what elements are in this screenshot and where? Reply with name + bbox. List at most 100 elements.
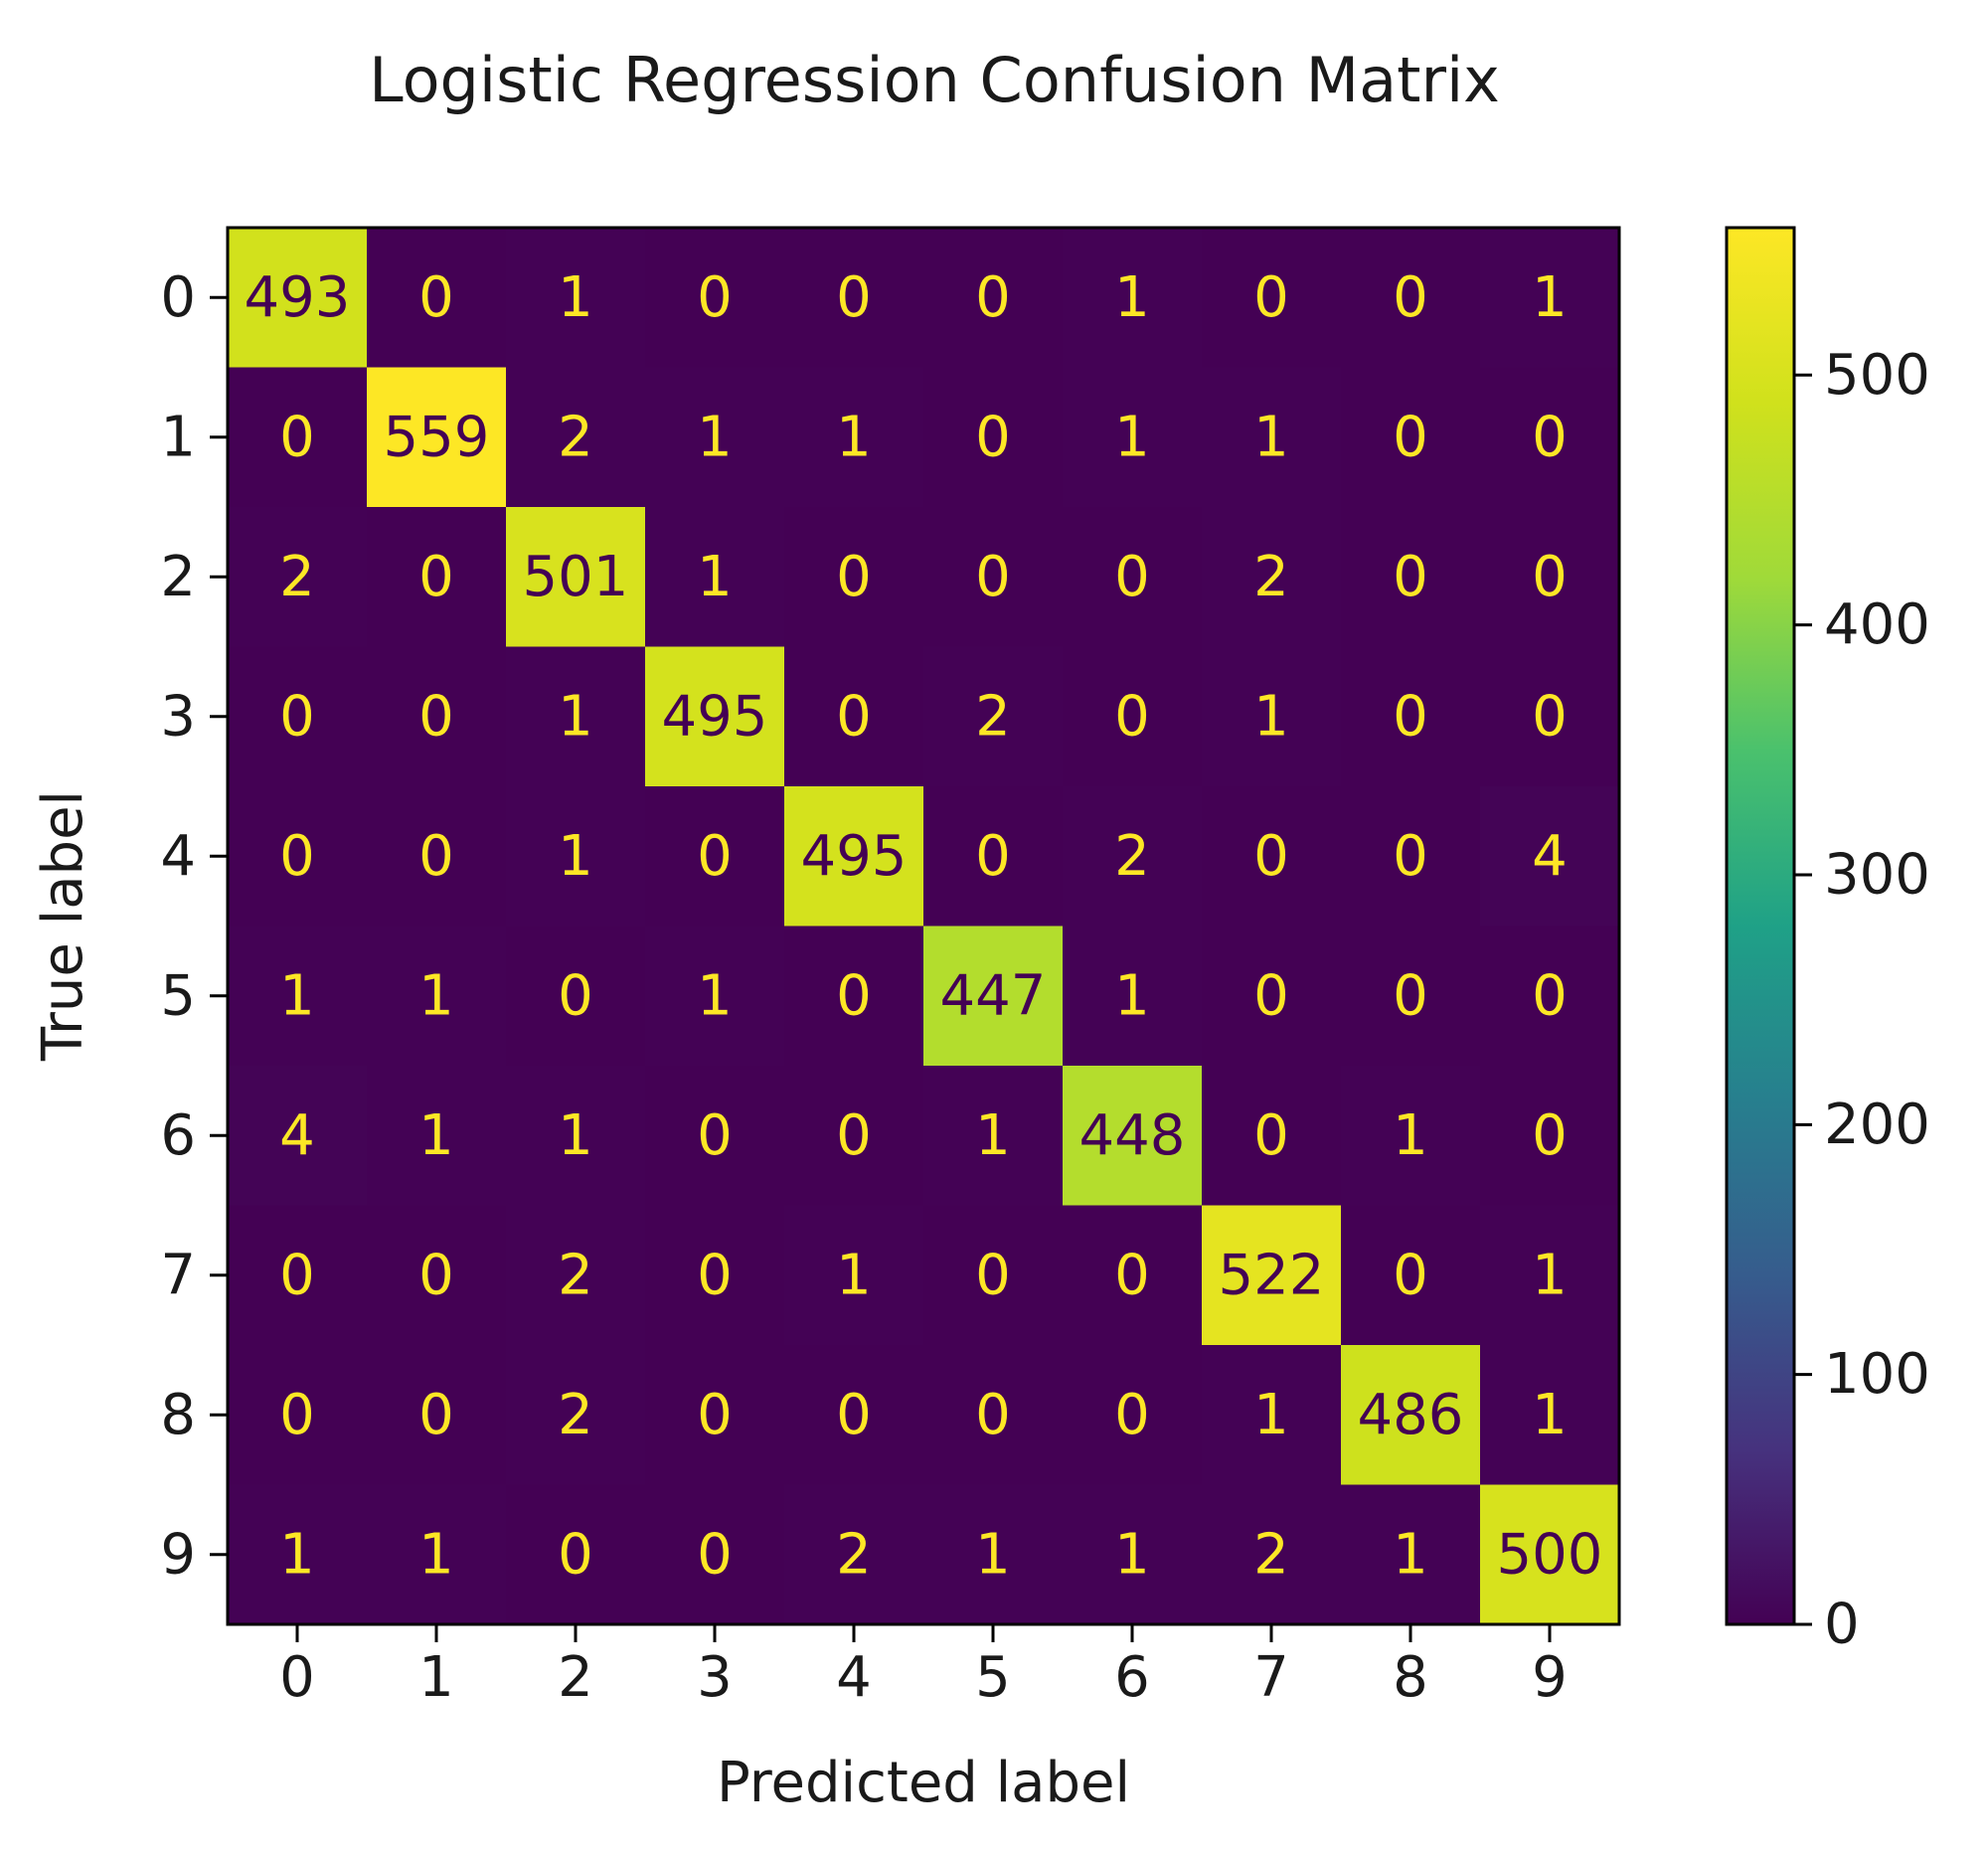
heatmap-cell-r0-c9	[1480, 228, 1620, 369]
heatmap-cell-r7-c8	[1341, 1205, 1481, 1346]
heatmap-cell-r5-c8	[1341, 926, 1481, 1067]
heatmap-cell-r1-c2	[506, 367, 646, 508]
colorbar-axis: 0 100 200 300 400 500	[1794, 343, 1930, 1657]
cell-value-r6-c3: 0	[697, 1103, 733, 1168]
y-tick-label-0: 0	[160, 265, 196, 330]
heatmap-cell-r8-c7	[1202, 1345, 1342, 1486]
cell-value-r7-c3: 0	[697, 1243, 733, 1307]
heatmap-cell-r8-c3	[645, 1345, 785, 1486]
y-axis: 0 1 2 3 4 5 6 7 8 9	[160, 265, 228, 1587]
colorbar-tick-label-1: 100	[1824, 1342, 1930, 1407]
heatmap-cell-r5-c7	[1202, 926, 1342, 1067]
heatmap-cell-r4-c5	[923, 786, 1064, 927]
cell-value-r7-c1: 0	[418, 1243, 454, 1307]
cell-value-r3-c0: 0	[279, 684, 315, 749]
heatmap-cell-r6-c9	[1480, 1066, 1620, 1207]
y-tick-label-5: 5	[160, 963, 196, 1028]
heatmap-cell-r9-c7	[1202, 1484, 1342, 1625]
heatmap-cell-r2-c0	[228, 507, 368, 648]
heatmap-cell-r0-c6	[1063, 228, 1203, 369]
cell-value-r7-c4: 1	[836, 1243, 872, 1307]
cell-value-r4-c1: 0	[418, 824, 454, 889]
cell-value-r2-c6: 0	[1114, 545, 1150, 609]
cell-value-r2-c7: 2	[1253, 545, 1289, 609]
heatmap-cell-r3-c8	[1341, 646, 1481, 787]
heatmap-cell-r2-c7	[1202, 507, 1342, 648]
cell-value-r3-c4: 0	[836, 684, 872, 749]
x-tick-label-8: 8	[1393, 1645, 1428, 1710]
heatmap-cell-r1-c4	[784, 367, 924, 508]
heatmap-cell-r5-c3	[645, 926, 785, 1067]
heatmap-cell-r9-c6	[1063, 1484, 1203, 1625]
heatmap-cell-r4-c6	[1063, 786, 1203, 927]
heatmap-cell-r8-c4	[784, 1345, 924, 1486]
cell-value-r0-c7: 0	[1253, 265, 1289, 330]
heatmap-cell-r1-c0	[228, 367, 368, 508]
cell-value-r9-c0: 1	[279, 1522, 315, 1587]
heatmap-cell-r9-c9	[1480, 1484, 1620, 1625]
cell-value-r1-c4: 1	[836, 405, 872, 469]
heatmap-cell-r0-c2	[506, 228, 646, 369]
heatmap-cell-r8-c8	[1341, 1345, 1481, 1486]
heatmap-cell-r8-c2	[506, 1345, 646, 1486]
cell-value-r7-c6: 0	[1114, 1243, 1150, 1307]
cell-value-r4-c9: 4	[1532, 824, 1568, 889]
cell-value-r7-c0: 0	[279, 1243, 315, 1307]
x-axis: 0 1 2 3 4 5 6 7 8 9	[279, 1624, 1568, 1710]
chart-title: Logistic Regression Confusion Matrix	[369, 44, 1500, 116]
cell-value-r2-c5: 0	[975, 545, 1011, 609]
heatmap-cell-r7-c9	[1480, 1205, 1620, 1346]
cell-value-r9-c4: 2	[836, 1522, 872, 1587]
cell-value-r9-c5: 1	[975, 1522, 1011, 1587]
heatmap-cell-r4-c3	[645, 786, 785, 927]
cell-value-r2-c9: 0	[1532, 545, 1568, 609]
cell-value-r4-c7: 0	[1253, 824, 1289, 889]
heatmap-cell-r5-c1	[367, 926, 507, 1067]
heatmap-cell-r0-c4	[784, 228, 924, 369]
cell-value-r5-c4: 0	[836, 963, 872, 1028]
cell-value-r5-c3: 1	[697, 963, 733, 1028]
heatmap-cell-r7-c5	[923, 1205, 1064, 1346]
cell-value-r0-c3: 0	[697, 265, 733, 330]
cell-value-r9-c9: 500	[1497, 1522, 1603, 1587]
cell-value-r4-c8: 0	[1393, 824, 1428, 889]
heatmap-cell-r3-c1	[367, 646, 507, 787]
y-tick-label-1: 1	[160, 405, 196, 469]
heatmap-cell-r3-c3	[645, 646, 785, 787]
cell-value-r1-c6: 1	[1114, 405, 1150, 469]
cell-value-r6-c4: 0	[836, 1103, 872, 1168]
x-tick-label-4: 4	[836, 1645, 872, 1710]
heatmap-cell-r2-c5	[923, 507, 1064, 648]
cell-value-r5-c7: 0	[1253, 963, 1289, 1028]
heatmap-cell-r3-c5	[923, 646, 1064, 787]
cell-value-r7-c8: 0	[1393, 1243, 1428, 1307]
cell-value-r0-c9: 1	[1532, 265, 1568, 330]
heatmap-cell-r7-c7	[1202, 1205, 1342, 1346]
heatmap-cell-r3-c9	[1480, 646, 1620, 787]
heatmap-cell-r3-c4	[784, 646, 924, 787]
cell-value-r4-c3: 0	[697, 824, 733, 889]
cell-value-r8-c7: 1	[1253, 1383, 1289, 1447]
y-tick-label-7: 7	[160, 1243, 196, 1307]
heatmap-cell-r8-c1	[367, 1345, 507, 1486]
cell-value-r8-c9: 1	[1532, 1383, 1568, 1447]
heatmap-cell-r7-c3	[645, 1205, 785, 1346]
y-tick-label-6: 6	[160, 1103, 196, 1168]
cell-value-r2-c2: 501	[523, 545, 629, 609]
cell-value-r3-c7: 1	[1253, 684, 1289, 749]
heatmap-cell-r4-c2	[506, 786, 646, 927]
colorbar-tick-label-4: 400	[1824, 592, 1930, 657]
heatmap-cell-r0-c0	[228, 228, 368, 369]
cell-value-r6-c9: 0	[1532, 1103, 1568, 1168]
cell-value-r7-c5: 0	[975, 1243, 1011, 1307]
cell-value-r8-c5: 0	[975, 1383, 1011, 1447]
y-tick-label-8: 8	[160, 1383, 196, 1447]
heatmap-cell-r0-c1	[367, 228, 507, 369]
heatmap-cell-r1-c6	[1063, 367, 1203, 508]
cell-value-r7-c9: 1	[1532, 1243, 1568, 1307]
heatmap-cell-r3-c0	[228, 646, 368, 787]
heatmap-cell-r3-c2	[506, 646, 646, 787]
cell-value-r3-c5: 2	[975, 684, 1011, 749]
heatmap-cell-r0-c8	[1341, 228, 1481, 369]
x-tick-label-9: 9	[1532, 1645, 1568, 1710]
